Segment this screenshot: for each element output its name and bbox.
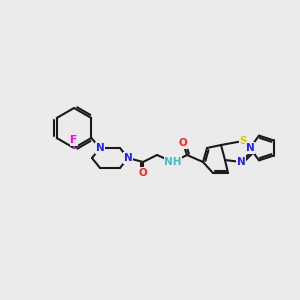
Text: N: N	[246, 143, 254, 153]
Text: S: S	[239, 136, 247, 146]
Text: NH: NH	[164, 157, 182, 167]
Text: N: N	[124, 153, 132, 163]
Text: F: F	[70, 135, 78, 145]
Text: N: N	[237, 157, 245, 167]
Text: O: O	[178, 138, 188, 148]
Text: N: N	[96, 143, 104, 153]
Text: O: O	[139, 168, 147, 178]
